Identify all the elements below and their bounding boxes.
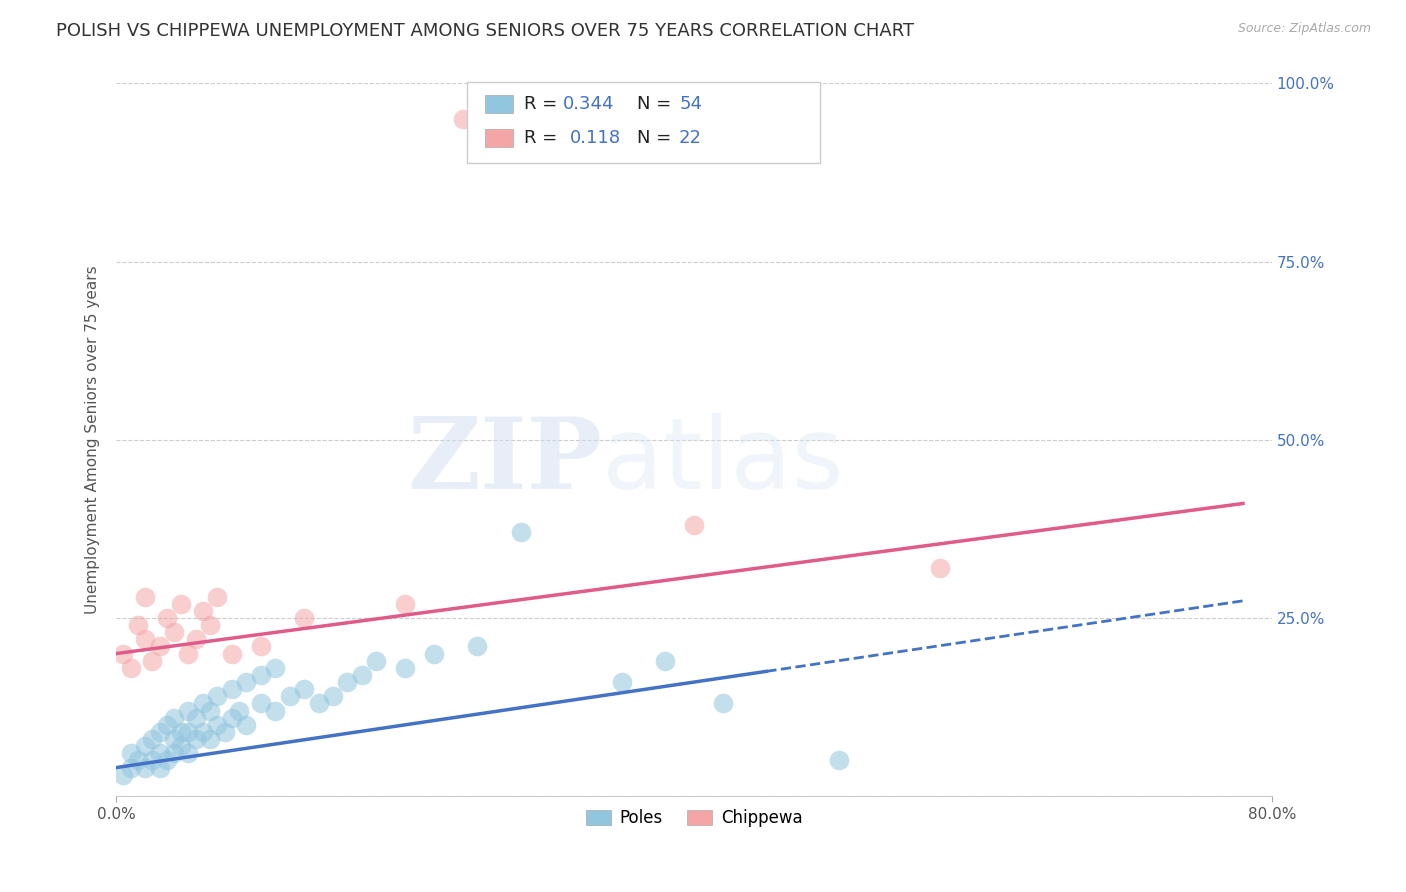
Y-axis label: Unemployment Among Seniors over 75 years: Unemployment Among Seniors over 75 years: [86, 266, 100, 614]
Point: [191, 697, 214, 711]
Point: [423, 647, 446, 661]
Point: [163, 747, 186, 761]
Point: [163, 711, 186, 725]
Point: [191, 725, 214, 739]
Point: [156, 718, 179, 732]
Text: 54: 54: [679, 95, 702, 113]
Point: [134, 739, 156, 754]
Point: [249, 640, 271, 654]
Point: [278, 690, 301, 704]
Text: 0.344: 0.344: [562, 95, 614, 113]
Point: [711, 697, 734, 711]
Point: [207, 590, 229, 604]
Point: [509, 525, 531, 540]
Point: [120, 661, 142, 675]
Point: [394, 661, 416, 675]
Point: [134, 761, 156, 775]
Point: [177, 704, 200, 718]
Point: [170, 725, 193, 739]
Point: [127, 754, 149, 768]
Point: [141, 732, 163, 747]
Text: ZIP: ZIP: [406, 413, 602, 509]
Point: [141, 654, 163, 668]
Point: [214, 725, 236, 739]
Point: [336, 675, 359, 690]
Text: atlas: atlas: [602, 413, 844, 509]
Point: [221, 647, 243, 661]
Point: [184, 711, 207, 725]
Point: [654, 654, 676, 668]
Point: [149, 640, 172, 654]
Point: [163, 732, 186, 747]
Point: [350, 668, 373, 682]
Point: [264, 704, 287, 718]
Point: [292, 611, 315, 625]
Text: POLISH VS CHIPPEWA UNEMPLOYMENT AMONG SENIORS OVER 75 YEARS CORRELATION CHART: POLISH VS CHIPPEWA UNEMPLOYMENT AMONG SE…: [56, 22, 914, 40]
Point: [120, 747, 142, 761]
Point: [191, 604, 214, 618]
Point: [184, 732, 207, 747]
Point: [112, 768, 135, 782]
Point: [177, 647, 200, 661]
Point: [366, 654, 388, 668]
Text: R =: R =: [524, 95, 564, 113]
Point: [207, 690, 229, 704]
Point: [127, 618, 149, 632]
Text: Source: ZipAtlas.com: Source: ZipAtlas.com: [1237, 22, 1371, 36]
Point: [198, 732, 221, 747]
Point: [198, 618, 221, 632]
Point: [610, 675, 633, 690]
Text: R =: R =: [524, 129, 569, 147]
Point: [264, 661, 287, 675]
Point: [141, 754, 163, 768]
Point: [467, 640, 489, 654]
Point: [134, 590, 156, 604]
Point: [249, 668, 271, 682]
Text: 22: 22: [679, 129, 702, 147]
Point: [451, 112, 474, 126]
Point: [170, 597, 193, 611]
Point: [827, 754, 849, 768]
Text: 0.118: 0.118: [569, 129, 620, 147]
Point: [156, 754, 179, 768]
Point: [198, 704, 221, 718]
Point: [184, 632, 207, 647]
Point: [170, 739, 193, 754]
Point: [177, 747, 200, 761]
Point: [149, 761, 172, 775]
Point: [221, 711, 243, 725]
Point: [228, 704, 250, 718]
Point: [156, 611, 179, 625]
Legend: Poles, Chippewa: Poles, Chippewa: [579, 803, 808, 834]
Point: [207, 718, 229, 732]
Point: [683, 518, 706, 533]
Point: [112, 647, 135, 661]
Text: N =: N =: [637, 95, 676, 113]
Point: [120, 761, 142, 775]
Point: [163, 625, 186, 640]
Point: [928, 561, 950, 575]
Text: N =: N =: [637, 129, 676, 147]
Point: [292, 682, 315, 697]
Point: [249, 697, 271, 711]
Point: [322, 690, 344, 704]
Point: [221, 682, 243, 697]
Point: [235, 718, 257, 732]
Point: [134, 632, 156, 647]
Point: [177, 725, 200, 739]
Point: [235, 675, 257, 690]
Point: [149, 725, 172, 739]
Point: [308, 697, 330, 711]
Point: [149, 747, 172, 761]
Point: [394, 597, 416, 611]
